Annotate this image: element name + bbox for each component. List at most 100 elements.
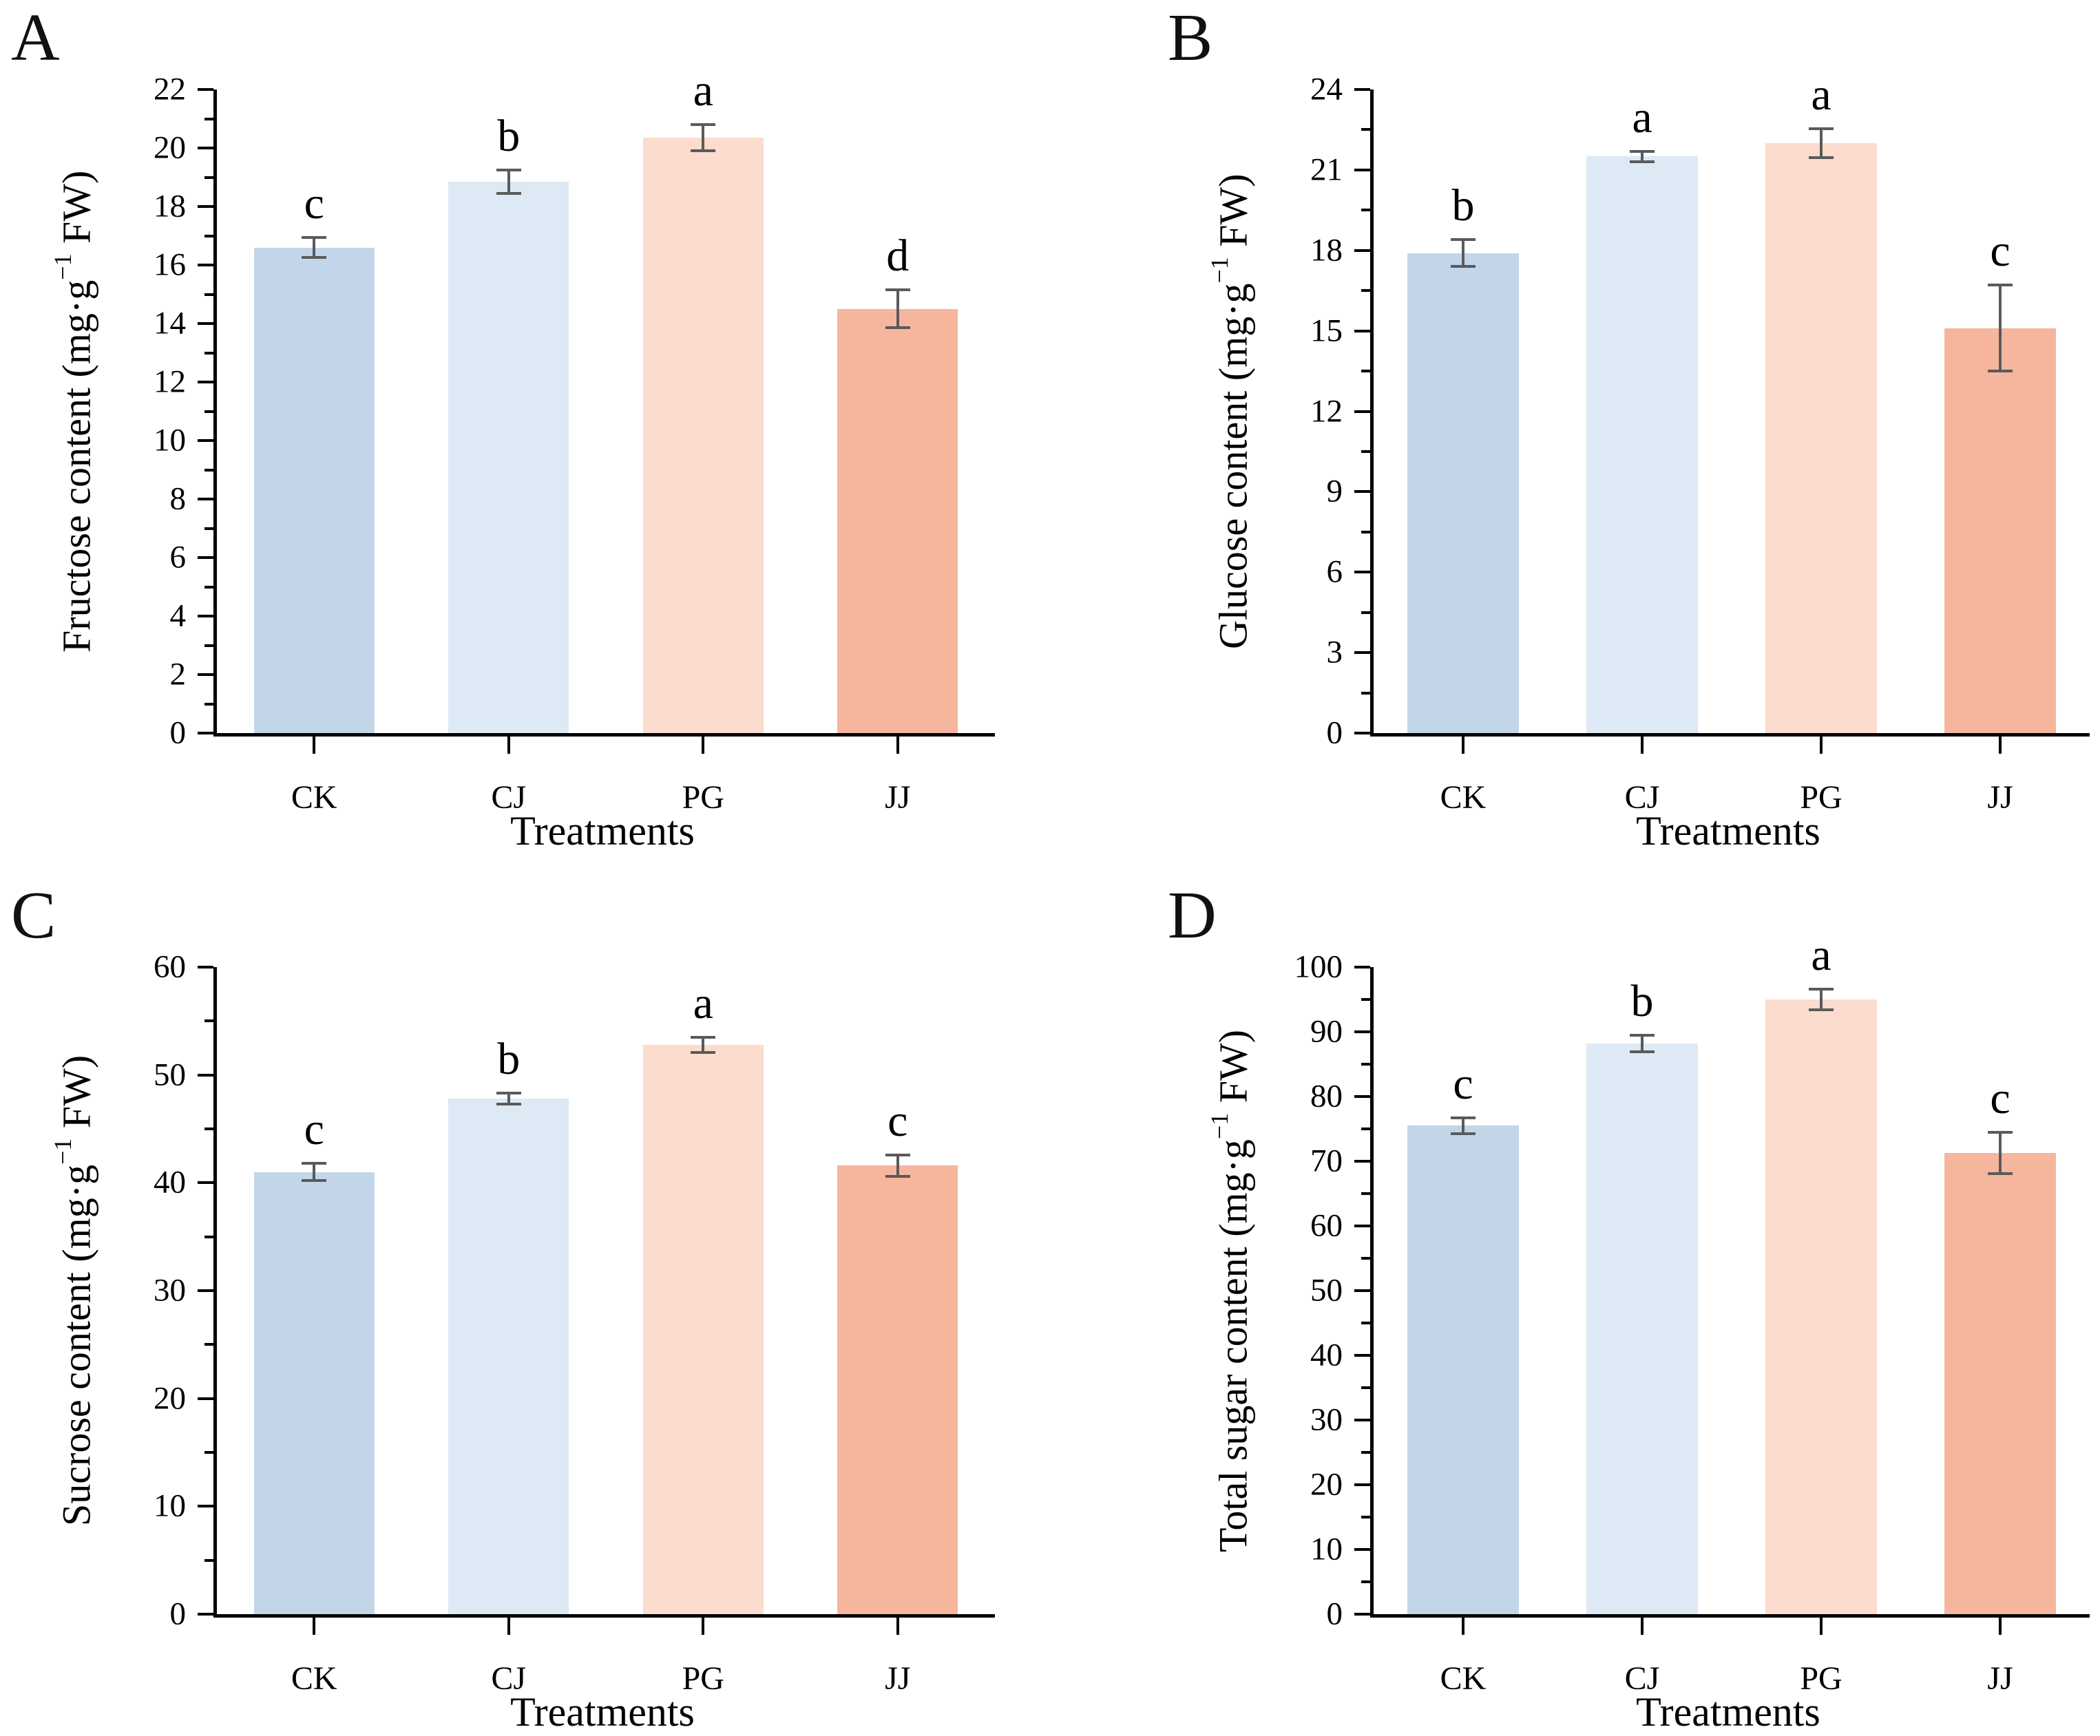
bar-CK <box>1407 1125 1519 1614</box>
x-tick <box>1820 737 1823 754</box>
y-minor-tick <box>204 1128 213 1130</box>
y-minor-tick <box>1361 1257 1370 1260</box>
x-tick-label: CJ <box>1624 779 1660 816</box>
error-bar-cap-top <box>1809 987 1834 991</box>
significance-letter: c <box>304 1104 324 1155</box>
error-bar-cap-bottom <box>1451 265 1476 268</box>
y-major-tick <box>198 673 213 676</box>
error-bar-cap-bottom <box>1809 1008 1834 1012</box>
x-tick-label: CJ <box>491 1660 527 1697</box>
significance-letter: c <box>304 178 324 229</box>
significance-letter: c <box>1990 226 2010 277</box>
plot-area: 0 10 20 30 40 50 60 c CK b CJ a PG c JJ <box>154 951 995 1695</box>
y-major-tick <box>198 1289 213 1292</box>
y-tick-label: 18 <box>1310 232 1343 268</box>
y-minor-tick <box>204 1343 213 1346</box>
x-tick <box>702 1618 705 1635</box>
y-tick-label: 10 <box>154 422 186 458</box>
x-tick <box>702 737 705 754</box>
error-bar-cap-bottom <box>496 191 521 195</box>
error-bar-cap-top <box>691 1035 716 1039</box>
y-minor-tick <box>1361 1063 1370 1066</box>
error-bar <box>1820 128 1823 158</box>
y-minor-tick <box>204 468 213 472</box>
error-bar <box>1641 151 1644 162</box>
y-tick-label: 9 <box>1326 473 1343 509</box>
y-axis-title: Fructose content (mg·g−1 FW) <box>48 89 101 733</box>
panel-fructose: A Fructose content (mg·g−1 FW) 0 2 4 6 8 10 12… <box>0 0 1050 881</box>
x-tick-label: PG <box>1800 1660 1842 1697</box>
error-bar-cap-top <box>302 235 327 239</box>
error-bar-cap-top <box>1809 127 1834 130</box>
x-tick-label: JJ <box>885 1660 911 1697</box>
x-tick-label: JJ <box>1987 779 2013 816</box>
x-tick <box>1641 737 1644 754</box>
y-minor-tick <box>204 176 213 179</box>
panel-sucrose: C Sucrose content (mg·g−1 FW) 0 10 20 30 40 5… <box>0 878 1050 1736</box>
y-minor-tick <box>1361 611 1370 614</box>
y-minor-tick <box>1361 1451 1370 1454</box>
y-tick-label: 15 <box>1310 313 1343 349</box>
significance-letter: d <box>886 231 910 282</box>
error-bar-cap-top <box>1451 1116 1476 1120</box>
y-minor-tick <box>1361 1580 1370 1583</box>
error-bar-cap-bottom <box>1809 156 1834 160</box>
y-major-tick <box>1354 1354 1370 1357</box>
y-tick-label: 6 <box>1326 553 1343 590</box>
error-bar <box>702 125 705 151</box>
error-bar-cap-top <box>1988 284 2013 287</box>
y-tick-label: 0 <box>1326 714 1343 751</box>
error-bar-cap-top <box>691 123 716 126</box>
x-tick-label: CK <box>291 1660 337 1697</box>
x-axis-title: Treatments <box>1636 1689 1820 1735</box>
y-tick-label: 50 <box>154 1057 186 1093</box>
y-major-tick <box>1354 410 1370 413</box>
error-bar <box>702 1037 705 1052</box>
y-minor-tick <box>1361 1386 1370 1389</box>
y-major-tick <box>198 1397 213 1400</box>
plot-area: 0 3 6 9 12 15 18 21 24 b CK a CJ a PG c JJ <box>1310 72 2090 814</box>
y-tick-label: 0 <box>1326 1596 1343 1632</box>
x-axis-title: Treatments <box>510 808 695 854</box>
y-major-tick <box>1354 1548 1370 1551</box>
error-bar <box>896 290 899 328</box>
y-major-tick <box>198 732 213 734</box>
significance-letter: b <box>1630 975 1654 1026</box>
error-bar-cap-bottom <box>496 1102 521 1105</box>
y-minor-tick <box>1361 289 1370 293</box>
error-bar <box>507 1093 510 1104</box>
bar-JJ <box>1944 1152 2056 1614</box>
y-major-tick <box>198 381 213 383</box>
y-major-tick <box>198 322 213 325</box>
y-major-tick <box>198 1181 213 1185</box>
y-major-tick <box>1354 1289 1370 1292</box>
y-minor-tick <box>1361 530 1370 533</box>
bar-CK <box>1407 253 1519 733</box>
y-tick-label: 20 <box>1310 1466 1343 1503</box>
y-tick-label: 80 <box>1310 1078 1343 1114</box>
y-tick-label: 3 <box>1326 634 1343 670</box>
panel-total-sugar: D Total sugar content (mg·g−1 FW) 0 10 20 3… <box>1157 878 2100 1736</box>
y-minor-tick <box>204 702 213 706</box>
error-bar-cap-top <box>1630 149 1655 153</box>
y-major-tick <box>1354 1160 1370 1163</box>
y-major-tick <box>1354 1225 1370 1227</box>
y-major-tick <box>198 439 213 442</box>
y-tick-label: 0 <box>169 1596 187 1632</box>
y-major-tick <box>198 556 213 559</box>
error-bar-cap-bottom <box>1451 1132 1476 1135</box>
bar-PG <box>642 1044 764 1614</box>
y-minor-tick <box>204 1451 213 1454</box>
y-major-tick <box>198 1613 213 1616</box>
y-minor-tick <box>1361 1128 1370 1130</box>
y-tick-label: 70 <box>1310 1143 1343 1179</box>
x-tick-label: CK <box>1440 1660 1487 1697</box>
plot-area: 0 2 4 6 8 10 12 14 16 18 20 22 c CK b CJ a PG d JJ <box>154 68 995 814</box>
x-tick-label: PG <box>682 779 724 816</box>
y-tick-label: 16 <box>154 246 186 283</box>
y-tick-label: 21 <box>1310 151 1343 188</box>
y-tick-label: 12 <box>1310 393 1343 429</box>
y-minor-tick <box>204 351 213 354</box>
y-minor-tick <box>204 1019 213 1023</box>
